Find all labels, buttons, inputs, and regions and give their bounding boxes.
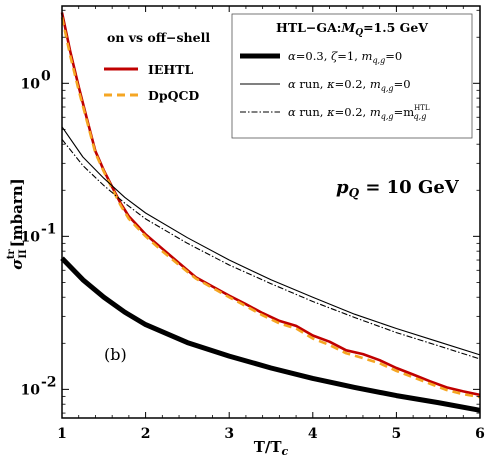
series-line-alpha-fixed bbox=[60, 256, 481, 413]
series-line-alpha-run bbox=[61, 126, 481, 356]
y-tick-label: 10 bbox=[21, 382, 41, 398]
legend-right-box bbox=[231, 13, 473, 139]
y-axis-label: σIItr [mbarn] bbox=[6, 178, 29, 269]
y-axis-label-sup: tr bbox=[6, 249, 17, 260]
annotation-symbol: p bbox=[336, 177, 349, 198]
y-tick-label: 10 bbox=[21, 76, 41, 92]
y-tick-exponent: -1 bbox=[41, 221, 57, 237]
annotation-value: = 10 GeV bbox=[359, 177, 460, 198]
panel-label: (b) bbox=[104, 345, 127, 364]
y-axis-label-unit: [mbarn] bbox=[8, 178, 26, 247]
legend-right-title-var: M bbox=[340, 20, 356, 35]
plot-frame bbox=[61, 5, 481, 419]
series-line-alpha-run-htl bbox=[61, 139, 481, 360]
legend-label-dpqcd: DpQCD bbox=[148, 88, 199, 103]
legend-label-alpha-run: α run, κ=0.2, mq,g=0 bbox=[288, 77, 411, 93]
x-tick-label: 2 bbox=[141, 426, 151, 442]
legend-label-alpha-fixed: α=0.3, ζ=1, mq,g=0 bbox=[288, 49, 402, 65]
legend-right-title-suffix: =1.5 GeV bbox=[363, 20, 428, 35]
legend-left: on vs off−shell IEHTL DpQCD bbox=[104, 30, 210, 103]
series-line-dpqcd bbox=[60, 17, 481, 399]
x-axis-label-sub: c bbox=[282, 445, 289, 458]
legend-right: HTL−GA:MQ=1.5 GeV α=0.3, ζ=1, mq,g=0 α ru… bbox=[231, 13, 473, 139]
y-axis-label-sub: II bbox=[18, 249, 29, 259]
x-tick-label: 5 bbox=[392, 426, 402, 442]
y-tick-exponent: -2 bbox=[41, 374, 57, 390]
x-tick-label: 4 bbox=[308, 426, 318, 442]
legend-label-alpha-run-htl: α run, κ=0.2, mq,g=mHTL q,g bbox=[288, 104, 430, 121]
x-axis-label: T/Tc bbox=[254, 438, 289, 458]
momentum-annotation: pQ = 10 GeV bbox=[336, 177, 460, 200]
x-tick-label: 6 bbox=[475, 426, 485, 442]
y-tick-label: 10 bbox=[21, 229, 41, 245]
legend-right-entries: α=0.3, ζ=1, mq,g=0 α run, κ=0.2, mq,g=0 α … bbox=[240, 49, 430, 121]
x-tick-label: 3 bbox=[224, 426, 234, 442]
series-lines bbox=[60, 12, 481, 413]
y-axis-label-symbol: σ bbox=[8, 258, 26, 270]
legend-right-title: HTL−GA:MQ=1.5 GeV bbox=[276, 20, 428, 38]
legend-right-title-prefix: HTL−GA: bbox=[276, 20, 341, 35]
legend-label-iehtl: IEHTL bbox=[148, 62, 193, 77]
legend-left-title: on vs off−shell bbox=[107, 30, 210, 45]
legend-right-title-sub: Q bbox=[355, 28, 363, 38]
x-axis-label-main: T/T bbox=[254, 438, 283, 456]
x-tick-label: 1 bbox=[57, 426, 67, 442]
annotation-sub: Q bbox=[349, 186, 360, 200]
y-tick-exponent: 0 bbox=[41, 68, 51, 84]
